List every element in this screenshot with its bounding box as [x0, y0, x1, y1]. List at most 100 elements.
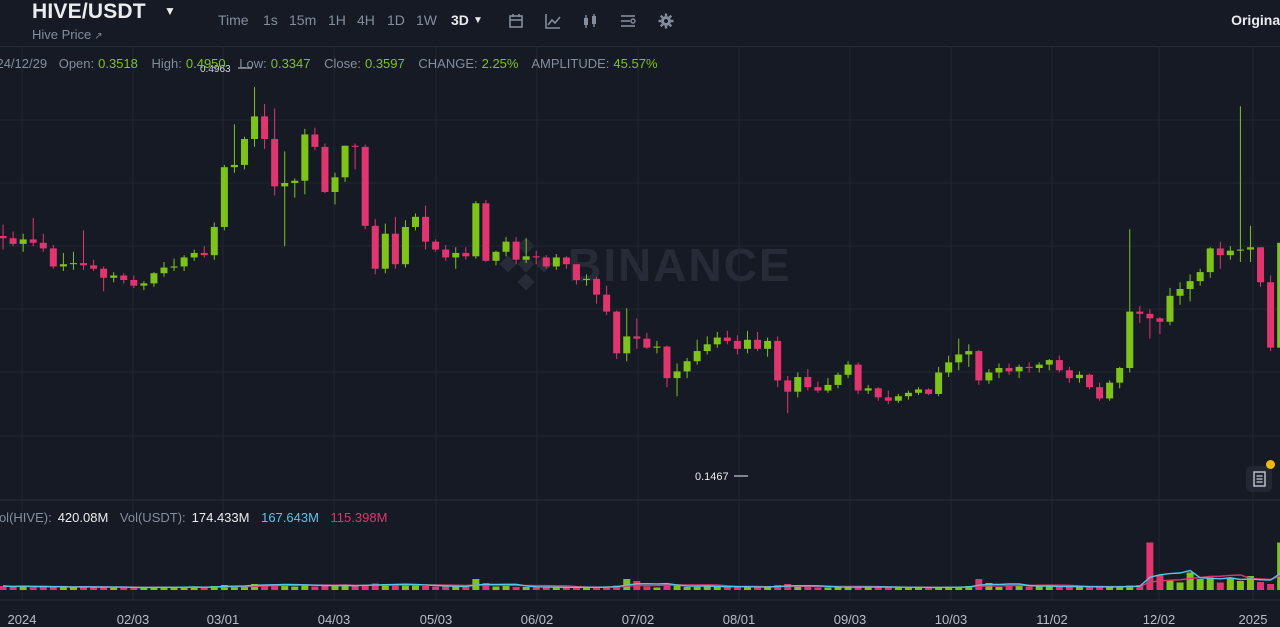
candle-body — [140, 283, 148, 286]
watermark-text: BINANCE — [568, 239, 792, 291]
candle-body — [512, 241, 520, 260]
candle — [844, 361, 852, 379]
volume-bar — [371, 583, 379, 590]
volume-bar — [462, 587, 470, 590]
tab-3d[interactable]: 3D — [451, 12, 469, 28]
chart-info-button[interactable] — [1246, 466, 1272, 492]
candles — [0, 87, 1280, 414]
candle — [0, 224, 7, 250]
candle-body — [1025, 366, 1033, 368]
volume-bar — [1035, 586, 1043, 590]
candle-body — [110, 275, 118, 278]
candle — [623, 308, 631, 362]
candle — [673, 363, 681, 397]
candle — [140, 281, 148, 291]
candle-body — [190, 252, 198, 258]
volume-bar — [1236, 581, 1244, 590]
volume-bar — [411, 585, 419, 590]
volume-bar — [703, 586, 711, 590]
candle — [794, 372, 802, 398]
candle — [1166, 287, 1174, 326]
x-tick-label: 06/02 — [521, 612, 554, 627]
tab-4h[interactable]: 4H — [357, 12, 375, 28]
notification-dot — [1266, 460, 1275, 469]
volume-bar — [341, 585, 349, 590]
volume-legend: Vol(HIVE): 420.08M Vol(USDT): 174.433M 167… — [0, 510, 387, 525]
candle-body — [754, 339, 762, 349]
candle-body — [281, 182, 289, 187]
candle — [1236, 106, 1244, 262]
volume-bar — [955, 587, 963, 590]
timeframe-dropdown-icon[interactable]: ▼ — [473, 15, 483, 26]
candle — [120, 273, 128, 284]
tab-time[interactable]: Time — [218, 12, 249, 28]
tab-1w[interactable]: 1W — [416, 12, 437, 28]
candle-body — [583, 278, 591, 280]
view-original-tab[interactable]: Original — [1231, 12, 1280, 28]
volume-bar — [210, 586, 218, 590]
candle-body — [301, 134, 309, 181]
candle-body — [482, 203, 490, 261]
candle-body — [452, 252, 460, 258]
pair-title[interactable]: HIVE/USDT — [32, 0, 146, 23]
high-label: High: — [151, 56, 182, 71]
vol-hive-label: Vol(HIVE): — [0, 510, 52, 525]
pair-subtitle[interactable]: Hive Price ↗ — [32, 27, 103, 42]
volume-bar — [90, 587, 98, 590]
candle — [683, 357, 691, 379]
volume-bar — [311, 586, 319, 590]
candle-body — [69, 263, 77, 265]
candle — [1075, 371, 1083, 383]
candle-body — [1035, 364, 1043, 368]
candle-body — [1186, 281, 1194, 290]
tab-1s[interactable]: 1s — [263, 12, 278, 28]
candle-body — [874, 388, 882, 398]
candle — [301, 128, 309, 195]
change-value: 2.25% — [481, 56, 519, 71]
volume-bar — [422, 586, 430, 590]
calendar-icon[interactable] — [508, 13, 524, 29]
candle — [130, 275, 138, 288]
volume-bar — [754, 587, 762, 590]
template-icon[interactable] — [620, 13, 636, 29]
candle — [1257, 247, 1265, 287]
candle-body — [653, 346, 661, 348]
candle — [401, 220, 409, 268]
candle-body — [180, 257, 188, 267]
tab-1d[interactable]: 1D — [387, 12, 405, 28]
volume-bar — [532, 587, 540, 590]
volume-bar — [995, 587, 1003, 590]
volume-bar — [80, 586, 88, 590]
volume-bar — [180, 587, 188, 590]
candle-body — [723, 337, 731, 341]
open-value: 0.3518 — [98, 56, 138, 71]
volume-bar — [764, 587, 772, 590]
tab-15m[interactable]: 15m — [289, 12, 317, 28]
candle-type-icon[interactable] — [582, 13, 598, 29]
pair-dropdown-icon[interactable]: ▼ — [164, 4, 176, 18]
candle — [170, 258, 178, 271]
volume-bar — [321, 585, 329, 590]
candle — [703, 336, 711, 355]
volume-bar — [1226, 577, 1234, 590]
candle — [995, 363, 1003, 379]
candle — [925, 388, 933, 396]
volume-bar — [240, 586, 248, 590]
candle-body — [794, 377, 802, 392]
indicator-icon[interactable] — [545, 13, 561, 29]
candle-body — [381, 233, 389, 269]
candle — [512, 237, 520, 265]
candle-body — [9, 238, 17, 244]
candle-body — [925, 389, 933, 394]
settings-gear-icon[interactable] — [658, 13, 674, 29]
candle-body — [472, 203, 480, 257]
candle-body — [1257, 247, 1265, 283]
candle — [975, 349, 983, 385]
subtitle-text[interactable]: Hive Price — [32, 27, 92, 42]
candle — [220, 164, 228, 231]
tab-1h[interactable]: 1H — [328, 12, 346, 28]
amplitude-label: AMPLITUDE: — [531, 56, 610, 71]
candle-body — [1065, 370, 1073, 379]
candle-body — [743, 339, 751, 349]
